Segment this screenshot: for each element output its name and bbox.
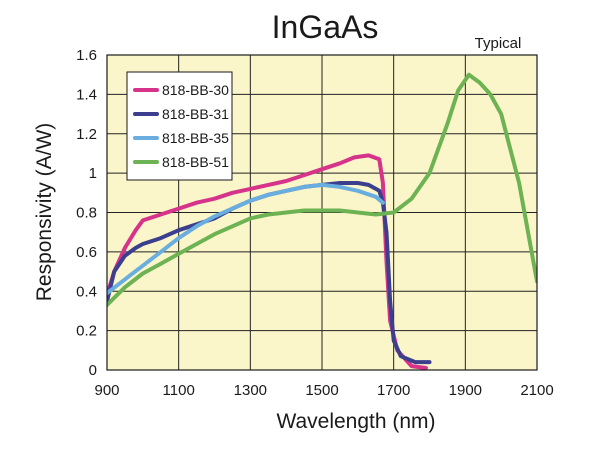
- y-tick-label-0_8: 0.8: [76, 205, 97, 222]
- chart-title: InGaAs: [272, 9, 379, 45]
- y-tick-label-1_4: 1.4: [76, 86, 97, 103]
- x-tick-label-1700: 1700: [377, 382, 410, 399]
- legend-label-818-BB-31: 818-BB-31: [162, 106, 229, 122]
- plot-frame: [106, 54, 538, 371]
- x-tick-label-1100: 1100: [163, 382, 195, 399]
- legend-label-818-BB-35: 818-BB-35: [162, 130, 229, 146]
- series-line-818-BB-35: [107, 182, 385, 296]
- series-line-818-BB-51: [107, 72, 537, 308]
- x-axis-label: Wavelength (nm): [276, 410, 435, 433]
- legend-label-818-BB-51: 818-BB-51: [162, 154, 229, 170]
- x-tick-label-900: 900: [94, 382, 119, 399]
- y-tick-label-0_6: 0.6: [76, 244, 97, 261]
- y-tick-label-0_2: 0.2: [76, 323, 97, 340]
- x-tick-label-1500: 1500: [305, 382, 338, 399]
- y-tick-label-0: 0: [89, 362, 97, 379]
- y-tick-label-1: 1: [89, 165, 97, 182]
- legend-label-818-BB-30: 818-BB-30: [162, 82, 229, 98]
- y-axis-label: Responsivity (A/W): [33, 123, 56, 302]
- typical-annotation: Typical: [475, 35, 522, 52]
- y-tick-label-1_6: 1.6: [76, 47, 97, 64]
- x-tick-label-2100: 2100: [520, 382, 553, 399]
- x-tick-label-1300: 1300: [234, 382, 267, 399]
- x-tick-label-1900: 1900: [449, 382, 482, 399]
- y-tick-label-0_4: 0.4: [76, 283, 97, 300]
- y-tick-label-1_2: 1.2: [76, 126, 97, 143]
